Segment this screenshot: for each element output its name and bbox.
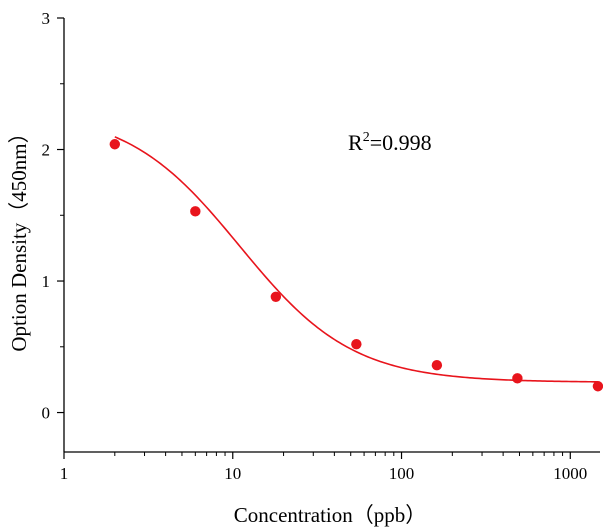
x-tick-label: 100 — [389, 464, 415, 483]
r-squared-annotation: R2=0.998 — [348, 130, 432, 155]
data-point — [351, 338, 362, 350]
data-point — [270, 291, 282, 303]
data-point — [512, 373, 523, 384]
ticks: 0 1 2 3 1 10 100 1000 — [42, 9, 588, 483]
axes — [63, 18, 600, 453]
y-tick-label: 2 — [42, 141, 51, 160]
data-points — [109, 139, 603, 392]
data-point — [109, 139, 121, 150]
data-point — [592, 381, 603, 392]
x-tick-label: 10 — [224, 464, 241, 483]
data-point — [190, 206, 201, 217]
data-point — [431, 360, 443, 371]
x-tick-label: 1 — [60, 464, 69, 483]
x-tick-label: 1000 — [553, 464, 587, 483]
y-axis-label: Option Density（450nm） — [7, 122, 31, 351]
y-tick-label: 1 — [42, 272, 51, 291]
x-axis-label: Concentration（ppb） — [234, 503, 426, 527]
y-tick-label: 3 — [42, 9, 51, 28]
y-tick-label: 0 — [42, 404, 51, 423]
